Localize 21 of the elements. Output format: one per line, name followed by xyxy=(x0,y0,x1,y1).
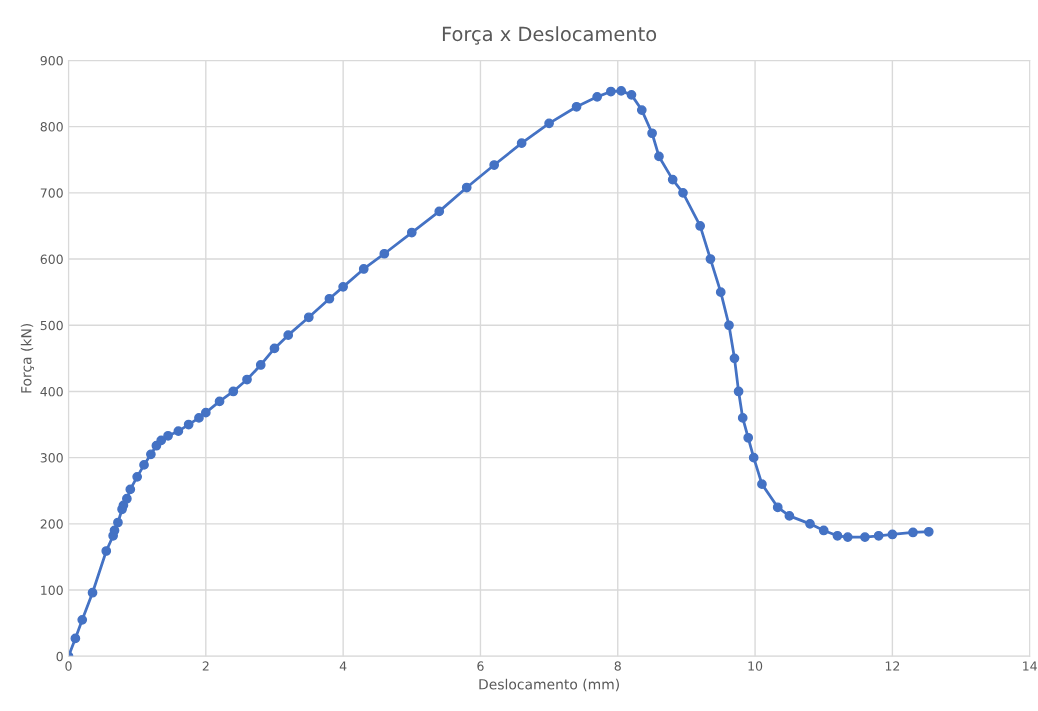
chart-title: Força x Deslocamento xyxy=(442,26,657,45)
y-tick-label: 100 xyxy=(41,585,63,595)
y-tick-label: 500 xyxy=(40,320,63,331)
y-tick-label: 200 xyxy=(40,519,63,529)
x-axis-title: Deslocamento (mm) xyxy=(479,678,619,692)
y-axis-title: Força (kN) xyxy=(20,323,35,393)
x-tick-label: 2 xyxy=(202,661,209,671)
x-tick-label: 12 xyxy=(885,661,900,671)
x-tick-label: 6 xyxy=(477,661,484,671)
y-tick-label: 0 xyxy=(56,651,63,662)
y-tick-label: 400 xyxy=(40,386,63,397)
y-tick-label: 800 xyxy=(40,122,63,132)
y-tick-label: 300 xyxy=(40,453,63,463)
y-tick-label: 700 xyxy=(40,188,63,198)
x-tick-label: 8 xyxy=(614,661,621,671)
x-tick-label: 4 xyxy=(339,661,347,671)
y-tick-label: 900 xyxy=(40,55,63,66)
x-tick-label: 14 xyxy=(1023,661,1037,671)
x-tick-label: 10 xyxy=(748,661,763,671)
x-tick-label: 0 xyxy=(65,661,72,671)
y-tick-label: 600 xyxy=(40,254,63,264)
